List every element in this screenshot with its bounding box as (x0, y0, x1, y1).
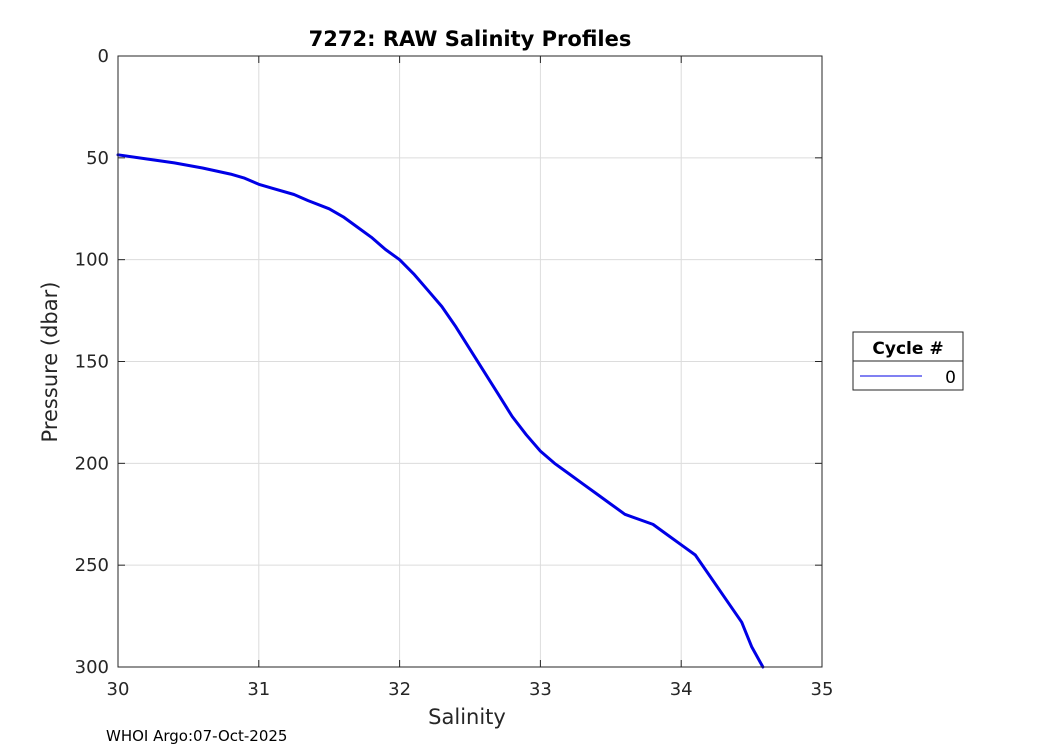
x-tick-label: 35 (811, 679, 834, 700)
legend: Cycle # 0 (852, 331, 964, 391)
legend-title: Cycle # (872, 339, 943, 359)
x-axis-label: Salinity (428, 705, 506, 729)
x-tick-label: 32 (388, 679, 411, 700)
footer-stamp: WHOI Argo:07-Oct-2025 (106, 727, 287, 745)
x-tick-label: 31 (247, 679, 270, 700)
y-tick-label: 150 (75, 352, 109, 373)
x-tick-label: 34 (670, 679, 693, 700)
x-tick-label: 30 (107, 679, 130, 700)
y-tick-label: 0 (98, 46, 109, 67)
legend-entry-label: 0 (945, 368, 956, 388)
y-tick-label: 250 (75, 555, 109, 576)
y-tick-label: 200 (75, 453, 109, 474)
y-tick-labels: 0 50 100 150 200 250 300 (75, 46, 109, 678)
y-tick-label: 100 (75, 250, 109, 271)
series-line-cycle-0 (116, 153, 765, 669)
series-layer (116, 153, 765, 669)
chart-title: 7272: RAW Salinity Profiles (309, 27, 632, 51)
y-axis-label: Pressure (dbar) (38, 282, 62, 443)
y-tick-label: 300 (75, 657, 109, 678)
y-tick-label: 50 (86, 148, 109, 169)
x-tick-labels: 30 31 32 33 34 35 (107, 679, 834, 700)
x-tick-label: 33 (529, 679, 552, 700)
tick-marks (117, 55, 823, 668)
